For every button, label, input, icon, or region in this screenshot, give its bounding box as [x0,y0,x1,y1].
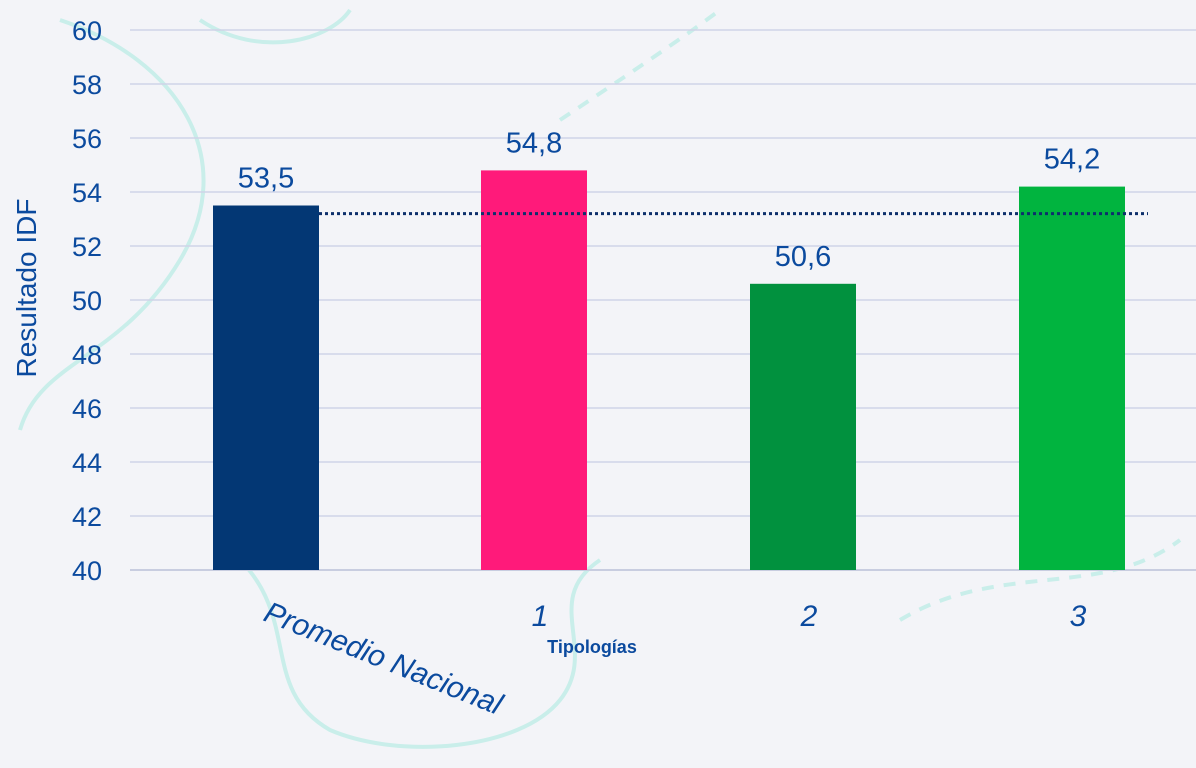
x-tick-label: 2 [800,600,818,633]
bar [750,283,856,570]
data-label: 54,8 [506,127,562,159]
y-axis: 40 42 44 46 48 50 52 54 56 58 60 [72,16,102,586]
y-tick-label: 42 [72,502,102,532]
data-label: 54,2 [1044,144,1100,176]
bar [481,170,587,570]
y-tick-label: 40 [72,556,102,586]
background-decoration [18,8,1182,749]
y-tick-label: 46 [72,394,102,424]
y-tick-label: 48 [72,340,102,370]
category-labels: Promedio Nacional 1 2 3 [259,596,1086,722]
y-tick-label: 50 [72,286,102,316]
y-tick-label: 52 [72,232,102,262]
x-tick-label: 3 [1070,600,1087,633]
bars [213,170,1125,570]
bar [1019,186,1125,570]
x-tick-label: Promedio Nacional [259,596,508,722]
x-axis-title: Tipologías [547,637,637,657]
y-tick-label: 58 [72,70,102,100]
y-tick-label: 56 [72,124,102,154]
y-tick-label: 54 [72,178,102,208]
x-tick-label: 1 [532,600,549,633]
data-label: 53,5 [238,163,294,195]
y-axis-title: Resultado IDF [11,199,42,378]
bar [213,205,319,570]
data-label: 50,6 [775,241,831,273]
y-tick-label: 44 [72,448,102,478]
value-labels: 53,5 54,8 50,6 54,2 [238,127,1100,272]
y-tick-label: 60 [72,16,102,46]
